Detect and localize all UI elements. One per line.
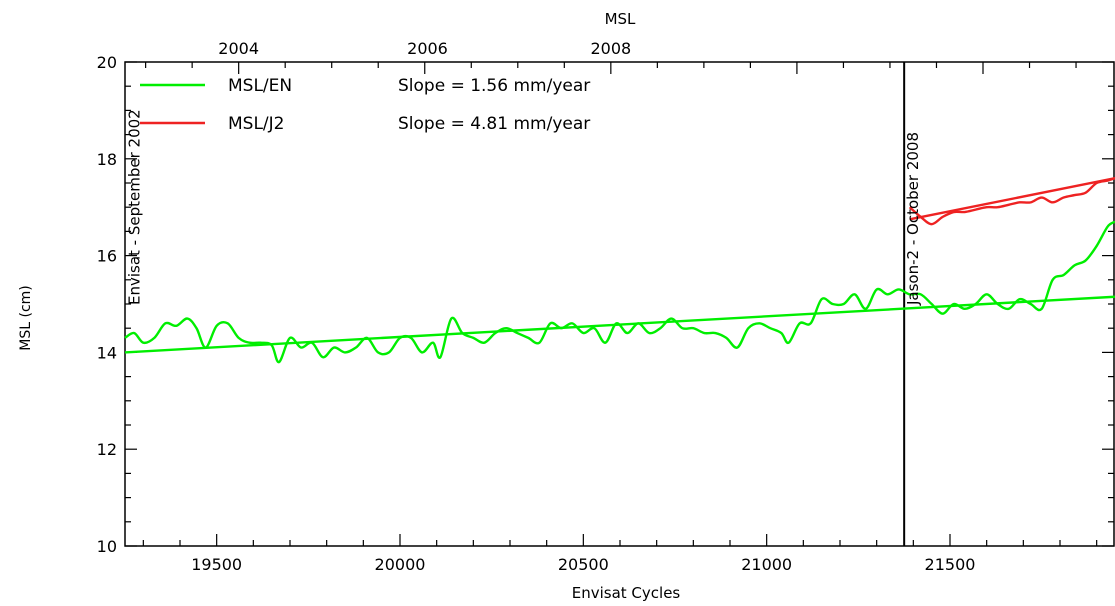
chart-title: MSL — [605, 10, 636, 28]
legend-slope-text: Slope = 4.81 mm/year — [398, 114, 590, 134]
top-axis-label: 2004 — [218, 39, 259, 58]
series-line-2 — [124, 295, 1115, 354]
x-tick-label: 21000 — [741, 555, 792, 574]
top-axis-label: 2008 — [590, 39, 631, 58]
x-tick-label: 20500 — [558, 555, 609, 574]
y-tick-label: 12 — [97, 440, 117, 459]
legend-series-name: MSL/J2 — [228, 114, 285, 134]
envisat-marker-label: Envisat - September 2002 — [125, 109, 143, 305]
y-tick-label: 18 — [97, 150, 117, 169]
y-tick-label: 20 — [97, 53, 117, 72]
jason2-marker-label: Jason-2 - October 2008 — [904, 132, 922, 306]
legend-series-name: MSL/EN — [228, 76, 292, 96]
top-axis-label: 2006 — [407, 39, 448, 58]
y-axis-label: MSL (cm) — [18, 285, 34, 350]
y-tick-label: 10 — [97, 537, 117, 556]
y-tick-label: 16 — [97, 247, 117, 266]
plot-area: 10 12 14 16 18 20 19500 20000 20500 21000 21500 200… — [97, 39, 1115, 574]
y-tick-label: 14 — [97, 343, 117, 362]
x-tick-label: 19500 — [191, 555, 242, 574]
x-axis-label: Envisat Cycles — [572, 584, 681, 602]
series-line-0 — [124, 220, 1115, 364]
x-tick-label: 21500 — [925, 555, 976, 574]
legend-slope-text: Slope = 1.56 mm/year — [398, 76, 590, 96]
series-line-3 — [909, 176, 1115, 221]
x-tick-label: 20000 — [375, 555, 426, 574]
series-line-1 — [908, 177, 1115, 226]
